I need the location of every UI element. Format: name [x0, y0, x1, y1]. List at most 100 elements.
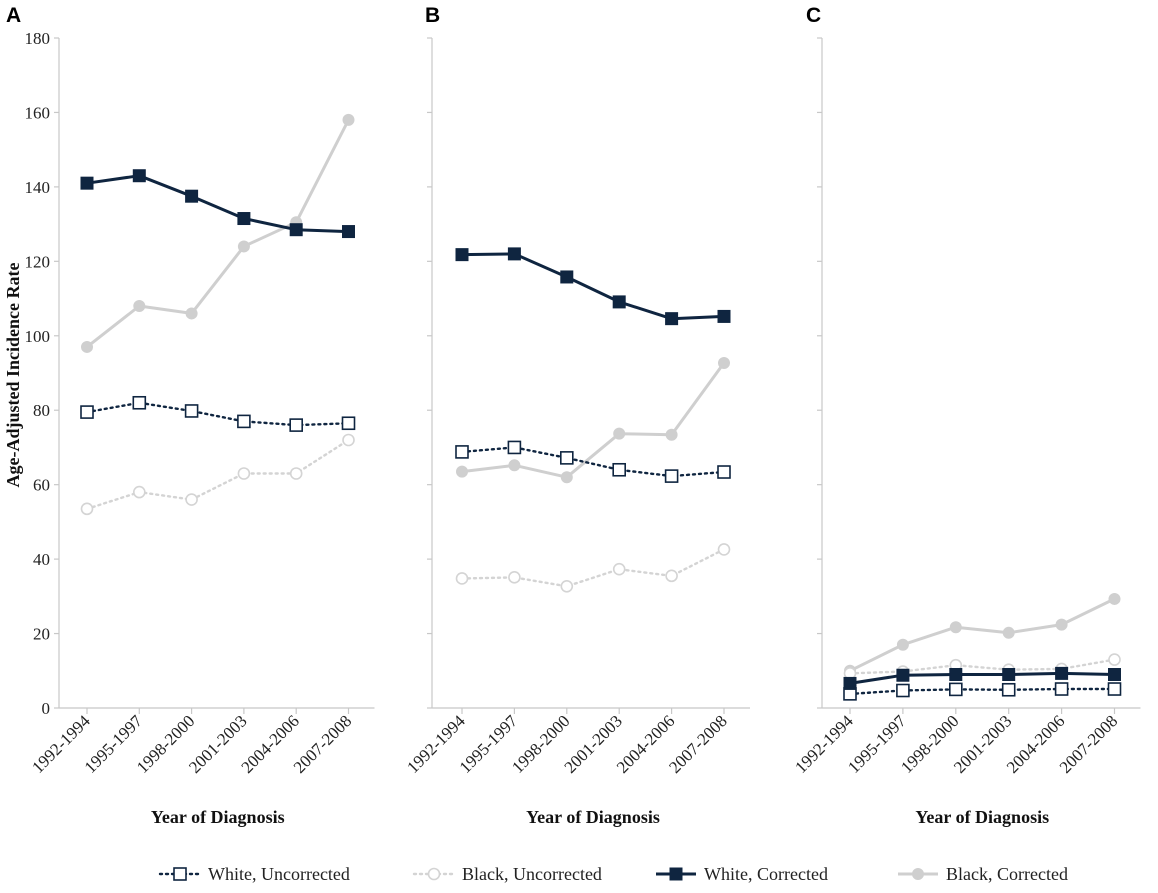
- data-point: [237, 240, 250, 253]
- data-point: [185, 307, 198, 320]
- data-point: [455, 248, 469, 262]
- data-point: [342, 433, 355, 447]
- data-point: [1055, 618, 1068, 631]
- series-line: [460, 446, 726, 478]
- data-point: [612, 462, 627, 477]
- data-point: [1108, 592, 1121, 605]
- data-point: [132, 395, 147, 410]
- data-point: [133, 485, 146, 499]
- data-point: [560, 270, 574, 284]
- data-point: [507, 440, 522, 455]
- data-point: [237, 414, 251, 429]
- data-point: [80, 405, 94, 419]
- data-point: [612, 562, 626, 576]
- series-white-corrected: [80, 169, 355, 239]
- data-point: [559, 451, 574, 465]
- series-black-corrected: [456, 356, 730, 484]
- data-point: [896, 638, 909, 651]
- data-point: [843, 676, 857, 690]
- data-point: [507, 247, 521, 261]
- legend-label: Black, Corrected: [946, 864, 1068, 884]
- data-point: [1054, 682, 1069, 696]
- legend-entry: Black, Corrected: [898, 864, 1068, 884]
- data-point: [948, 682, 963, 697]
- y-tick-label: 60: [33, 476, 50, 495]
- y-tick-label: 40: [33, 550, 50, 569]
- panels: A0204060801001201401601801992-19941995-1…: [3, 4, 1141, 827]
- data-point: [1002, 626, 1015, 639]
- series-white-corrected: [843, 666, 1121, 690]
- data-point: [665, 569, 678, 583]
- data-point: [1001, 682, 1016, 697]
- legend-entry: Black, Uncorrected: [412, 864, 602, 884]
- data-point: [896, 683, 910, 698]
- data-point: [456, 465, 468, 478]
- series-line: [849, 597, 1116, 673]
- series-black-uncorrected: [455, 543, 731, 593]
- data-point: [613, 427, 626, 440]
- series-line: [85, 438, 350, 511]
- panel-letter: C: [806, 4, 821, 27]
- data-point: [508, 459, 521, 472]
- data-point: [717, 309, 731, 323]
- data-point: [560, 579, 574, 593]
- data-point: [455, 572, 469, 585]
- data-point: [341, 416, 356, 431]
- x-axis-title: Year of Diagnosis: [151, 807, 285, 827]
- series-line: [848, 687, 1116, 696]
- data-point: [718, 356, 730, 369]
- data-point: [342, 225, 355, 239]
- x-tick-label: 2007-2008: [290, 711, 356, 777]
- legend-entry: White, Uncorrected: [158, 864, 350, 884]
- y-tick-label: 80: [33, 401, 50, 420]
- series-line: [86, 119, 350, 349]
- x-axis-title: Year of Diagnosis: [915, 807, 1049, 827]
- panel-c: C1992-19941995-19971998-20002001-2003200…: [791, 4, 1141, 827]
- data-point: [717, 543, 731, 556]
- panel-a: A0204060801001201401601801992-19941995-1…: [6, 4, 375, 827]
- data-point: [612, 295, 626, 309]
- data-point: [184, 404, 199, 418]
- legend-marker: [669, 867, 683, 881]
- y-tick-label: 100: [25, 327, 51, 346]
- data-point: [80, 176, 94, 190]
- data-point: [289, 467, 303, 480]
- series-line: [461, 252, 725, 321]
- y-tick-label: 180: [25, 29, 51, 48]
- data-point: [508, 571, 521, 584]
- data-point: [896, 668, 910, 682]
- data-point: [237, 467, 251, 480]
- data-point: [80, 502, 94, 516]
- series-line: [460, 548, 726, 588]
- data-point: [342, 113, 355, 126]
- data-point: [665, 312, 679, 326]
- data-point: [185, 189, 199, 203]
- data-point: [289, 418, 304, 432]
- x-tick-label: 2007-2008: [1056, 711, 1122, 777]
- data-point: [289, 223, 303, 237]
- series-line: [848, 658, 1116, 675]
- data-point: [949, 621, 962, 634]
- legend-label: Black, Uncorrected: [462, 864, 602, 884]
- data-point: [664, 469, 679, 483]
- series-line: [85, 401, 350, 427]
- data-point: [132, 169, 146, 183]
- data-point: [1107, 682, 1122, 696]
- series-black-corrected: [844, 592, 1121, 677]
- x-axis-title: Year of Diagnosis: [526, 807, 660, 827]
- series-white-uncorrected: [455, 440, 731, 483]
- legend-label: White, Uncorrected: [208, 864, 350, 884]
- panel-b: B1992-19941995-19971998-20002001-2003200…: [403, 4, 750, 827]
- series-white-uncorrected: [843, 682, 1122, 701]
- legend: White, Uncorrected Black, Uncorrected Whit…: [158, 864, 1068, 884]
- data-point: [1055, 666, 1069, 680]
- series-white-uncorrected: [80, 395, 356, 432]
- data-point: [1108, 653, 1121, 666]
- y-axis-title: Age-Adjusted Incidence Rate: [3, 263, 23, 488]
- series-line: [461, 362, 726, 479]
- series-line: [849, 671, 1115, 685]
- legend-marker: [173, 867, 187, 881]
- y-tick-label: 120: [25, 252, 51, 271]
- y-tick-label: 160: [25, 103, 51, 122]
